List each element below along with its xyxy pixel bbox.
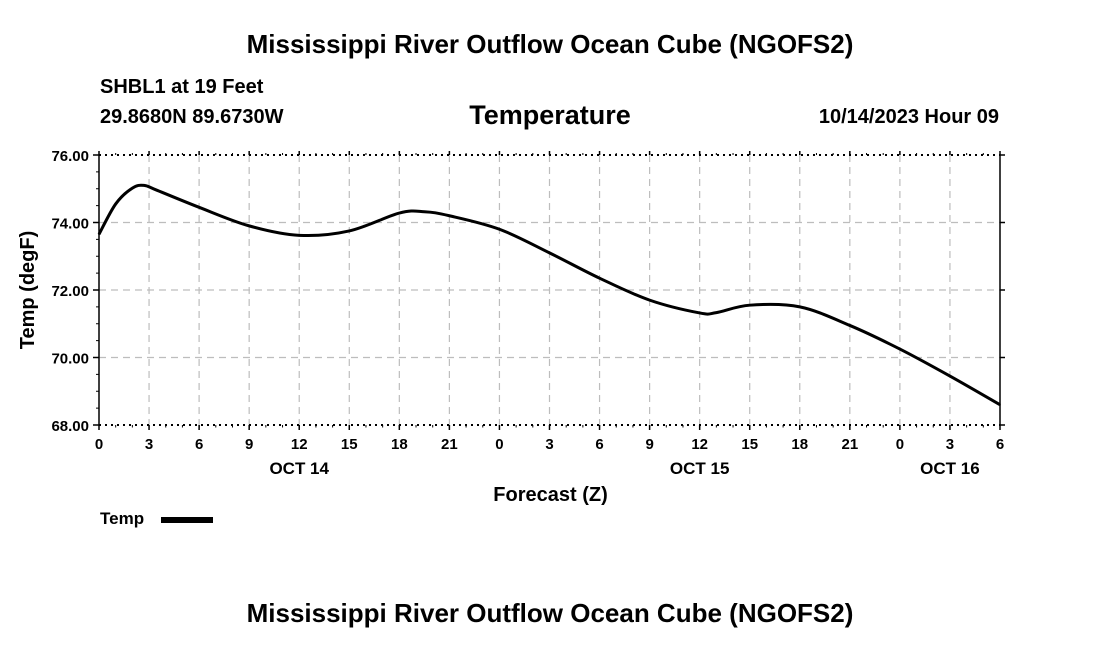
data-point xyxy=(448,214,451,217)
station-label: SHBL1 at 19 Feet xyxy=(100,76,264,98)
x-tick-label: 6 xyxy=(195,436,203,453)
data-point xyxy=(156,189,159,192)
forecast-timestamp: 10/14/2023 Hour 09 xyxy=(818,106,999,128)
x-tick-label: 18 xyxy=(791,436,808,453)
data-point xyxy=(248,225,250,227)
data-point xyxy=(949,375,951,377)
y-tick-label: 68.00 xyxy=(51,418,89,435)
data-point xyxy=(348,230,351,232)
x-tick-label: 6 xyxy=(996,436,1004,453)
data-point xyxy=(131,187,134,189)
y-tick-label: 74.00 xyxy=(51,216,89,233)
x-tick-label: 21 xyxy=(441,436,458,453)
variable-title: Temperature xyxy=(469,100,631,130)
date-label: OCT 15 xyxy=(670,459,730,478)
data-point xyxy=(423,210,426,213)
data-point xyxy=(398,212,401,214)
y-tick-label: 76.00 xyxy=(51,148,89,165)
data-point xyxy=(598,277,601,279)
data-point xyxy=(648,299,651,301)
x-tick-label: 3 xyxy=(946,436,954,453)
y-tick-label: 72.00 xyxy=(51,283,89,300)
y-tick-label: 70.00 xyxy=(51,351,89,368)
x-tick-label: 0 xyxy=(95,436,103,453)
x-axis-title: Forecast (Z) xyxy=(493,484,607,506)
x-tick-label: 3 xyxy=(545,436,553,453)
data-point xyxy=(798,306,801,308)
x-tick-label: 18 xyxy=(391,436,408,453)
data-point xyxy=(114,203,117,205)
data-point xyxy=(298,234,301,237)
coordinates-label: 29.8680N 89.6730W xyxy=(100,106,284,128)
data-point xyxy=(999,403,1001,406)
x-tick-label: 0 xyxy=(896,436,904,453)
data-point xyxy=(98,233,100,236)
data-point xyxy=(748,304,751,306)
legend-swatch xyxy=(161,517,213,523)
x-tick-label: 0 xyxy=(495,436,503,453)
date-label: OCT 16 xyxy=(920,459,980,478)
chart-title: Mississippi River Outflow Ocean Cube (NG… xyxy=(246,29,854,59)
x-tick-label: 15 xyxy=(341,436,358,453)
date-label: OCT 14 xyxy=(269,459,329,478)
x-tick-label: 15 xyxy=(741,436,758,453)
data-point xyxy=(143,184,145,187)
x-tick-label: 3 xyxy=(145,436,153,453)
x-tick-label: 6 xyxy=(595,436,603,453)
series-line-temp xyxy=(97,183,1001,407)
data-point xyxy=(849,324,851,327)
x-tick-label: 21 xyxy=(841,436,858,453)
y-axis-title: Temp (degF) xyxy=(17,231,39,350)
x-tick-label: 9 xyxy=(645,436,653,453)
data-point xyxy=(498,228,501,231)
x-tick-label: 12 xyxy=(291,436,308,453)
x-tick-label: 9 xyxy=(245,436,253,453)
chart-title-bottom: Mississippi River Outflow Ocean Cube (NG… xyxy=(246,598,854,628)
data-point xyxy=(698,312,701,314)
data-point xyxy=(198,206,200,209)
data-point xyxy=(715,311,718,314)
legend-label: Temp xyxy=(100,509,145,528)
x-tick-label: 12 xyxy=(691,436,708,453)
data-point xyxy=(899,348,901,350)
data-point xyxy=(548,252,551,254)
